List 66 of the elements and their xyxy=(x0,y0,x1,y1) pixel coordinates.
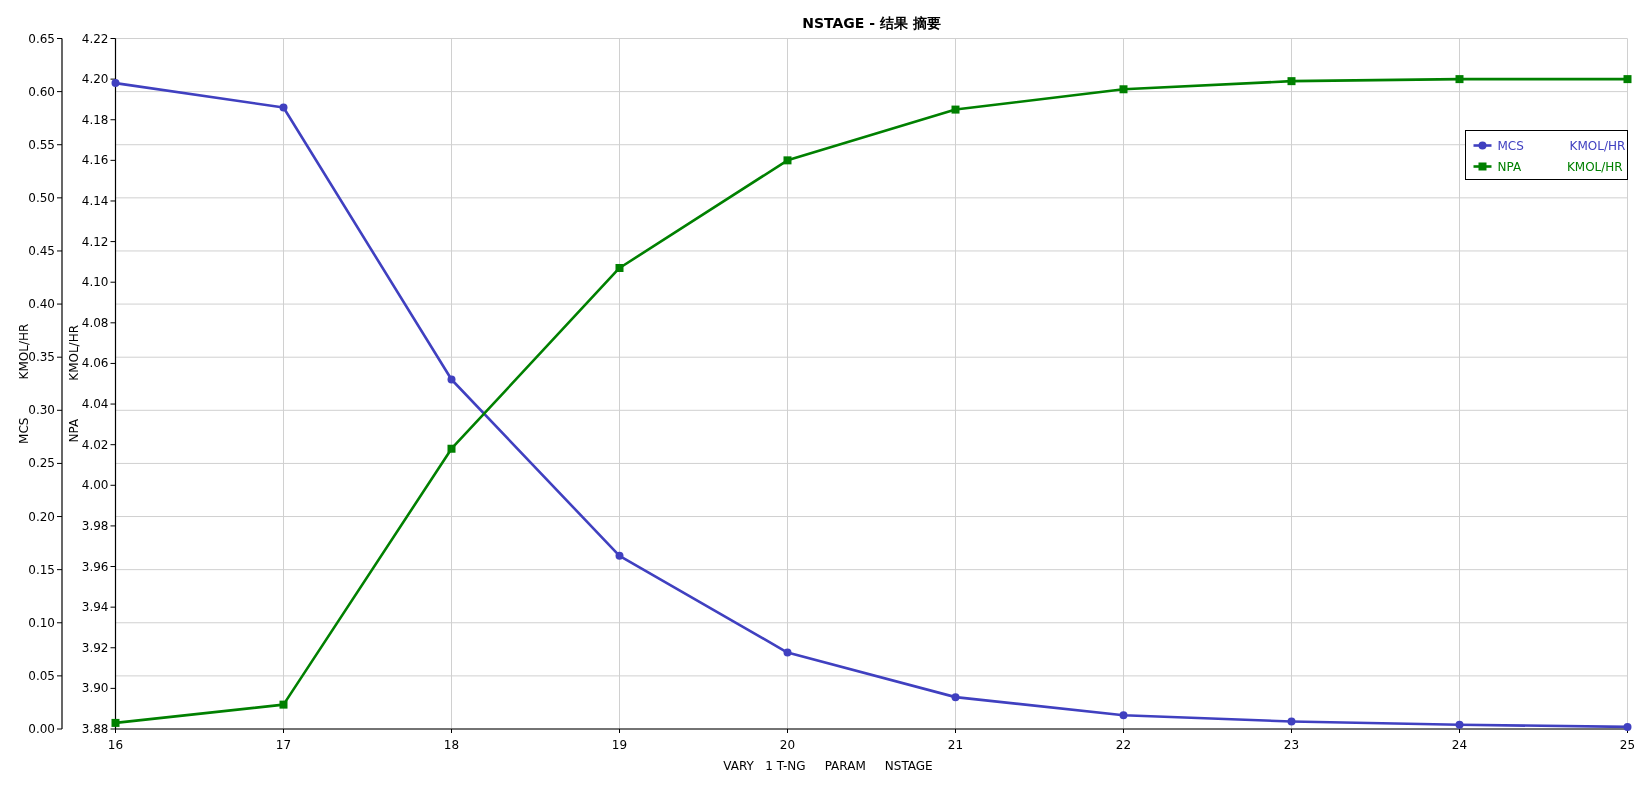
point xyxy=(951,693,960,702)
y2-tick-label: 4.22 xyxy=(81,31,109,46)
x-tick-label: 17 xyxy=(275,738,292,752)
y2-tick-label: 4.20 xyxy=(81,72,109,87)
y2-tick-label: 4.10 xyxy=(81,275,109,290)
point xyxy=(1119,85,1128,94)
x-axis-title: VARY 1 T-NG PARAM NSTAGE xyxy=(723,759,933,773)
y2-axis-title: NPA KMOL/HR xyxy=(67,324,81,443)
y-tick-label: 0.55 xyxy=(28,137,55,152)
y-tick-label: 0.30 xyxy=(28,403,55,418)
y-tick-label: 0.20 xyxy=(28,509,55,524)
point xyxy=(783,648,792,657)
x-tick-label: 16 xyxy=(107,738,124,752)
point xyxy=(279,103,288,112)
x-tick-label: 24 xyxy=(1451,738,1468,752)
y2-tick-label: 3.96 xyxy=(81,559,109,574)
y-tick-label: 0.50 xyxy=(28,190,55,205)
point xyxy=(1623,75,1632,84)
x-tick-label: 21 xyxy=(947,738,964,752)
point xyxy=(111,79,120,88)
y2-tick-label: 4.08 xyxy=(81,315,109,330)
y2-tick-label: 4.02 xyxy=(81,437,109,452)
legend-label: NPA KMOL/HR xyxy=(1497,159,1623,174)
y2-tick-label: 4.04 xyxy=(81,397,109,412)
y-tick-label: 0.25 xyxy=(28,456,55,471)
point xyxy=(1623,722,1632,731)
point xyxy=(447,444,456,453)
point xyxy=(615,263,624,272)
y-tick-label: 0.40 xyxy=(28,297,55,312)
y-tick-label: 0.45 xyxy=(28,243,55,258)
y2-tick-label: 4.14 xyxy=(81,193,109,208)
y2-tick-label: 4.16 xyxy=(81,153,109,168)
point xyxy=(1119,711,1128,720)
x-tick-label: 20 xyxy=(779,738,796,752)
x-tick-label: 25 xyxy=(1619,738,1636,752)
x-tick-label: 22 xyxy=(1115,738,1132,752)
point xyxy=(951,105,960,114)
y2-tick-label: 3.88 xyxy=(81,722,109,736)
y2-tick-label: 4.06 xyxy=(81,356,109,371)
point xyxy=(1455,75,1464,84)
x-tick-label: 23 xyxy=(1283,738,1300,752)
y-tick-label: 0.35 xyxy=(28,350,55,365)
y-tick-label: 0.65 xyxy=(28,31,55,46)
chart-title: NSTAGE - 结果 摘要 xyxy=(802,15,941,31)
y-tick-label: 0.00 xyxy=(28,722,55,736)
y2-tick-label: 3.98 xyxy=(81,518,109,533)
y-tick-label: 0.15 xyxy=(28,562,55,577)
y-tick-label: 0.05 xyxy=(28,668,55,683)
y2-tick-label: 4.00 xyxy=(81,478,109,493)
point xyxy=(279,700,288,709)
x-tick-label: 19 xyxy=(611,738,628,752)
y-tick-label: 0.10 xyxy=(28,615,55,630)
point xyxy=(1287,77,1296,86)
y2-tick-label: 3.94 xyxy=(81,600,109,615)
y-tick-label: 0.60 xyxy=(28,84,55,99)
point xyxy=(447,375,456,384)
x-tick-label: 18 xyxy=(443,738,460,752)
y2-tick-label: 3.92 xyxy=(81,640,109,655)
point xyxy=(783,156,792,165)
y2-tick-label: 4.12 xyxy=(81,234,109,249)
y2-tick-label: 3.90 xyxy=(81,681,109,696)
y2-tick-label: 4.18 xyxy=(81,112,109,127)
point xyxy=(1287,717,1296,726)
point xyxy=(615,551,624,560)
legend-label: MCS KMOL/HR xyxy=(1497,138,1626,153)
point xyxy=(1455,720,1464,729)
